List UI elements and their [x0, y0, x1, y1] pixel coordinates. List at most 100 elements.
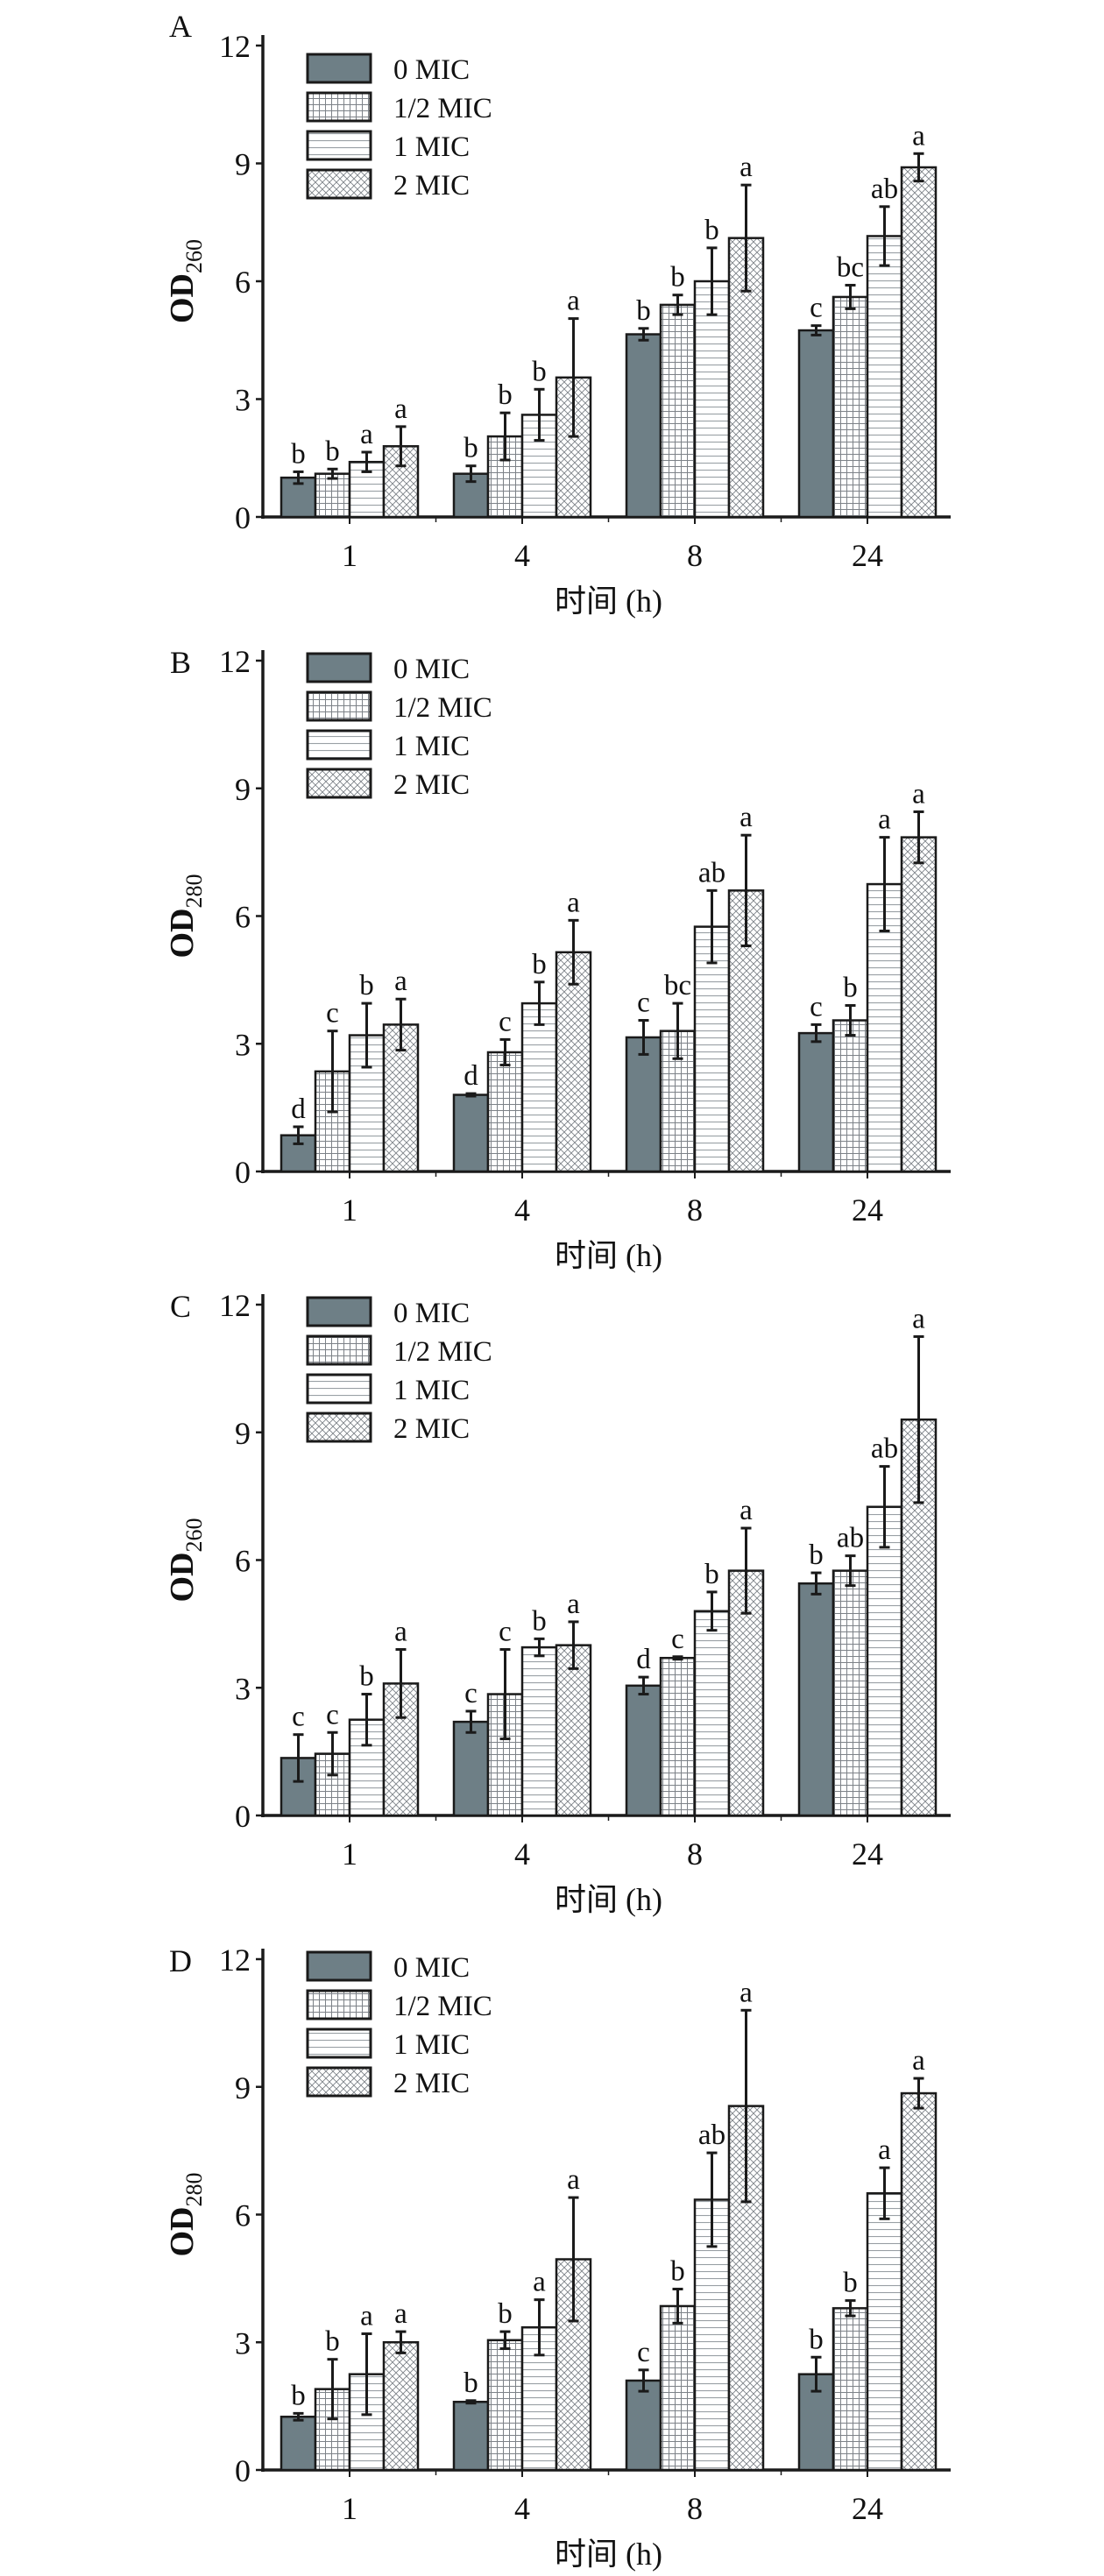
y-tick-label: 12 — [219, 29, 251, 64]
bar-2-mic — [555, 951, 592, 1173]
x-tick-label: 24 — [852, 2491, 883, 2526]
x-axis-title: 时间 (h) — [555, 1882, 662, 1917]
significance-letter: a — [567, 2164, 580, 2196]
y-axis-title-main: OD — [164, 1553, 201, 1603]
y-axis-title-subscript: 280 — [181, 874, 207, 909]
y-tick-label: 0 — [235, 1155, 251, 1190]
bar-2-mic — [555, 1644, 592, 1817]
significance-letter: d — [464, 1060, 478, 1092]
bar-2-mic — [900, 836, 938, 1173]
bar-1-mic — [866, 2191, 903, 2472]
significance-letter: c — [671, 1624, 684, 1655]
bar-0-mic — [797, 1582, 835, 1817]
legend-label: 2 MIC — [393, 769, 470, 801]
bar-1-mic — [520, 1001, 558, 1173]
y-axis-title-main: OD — [164, 273, 201, 323]
legend-swatch-half-mic — [306, 1989, 372, 2020]
y-axis-title: OD280 — [164, 874, 207, 959]
x-axis-title: 时间 (h) — [555, 2537, 662, 2572]
significance-letter: a — [567, 1589, 580, 1620]
bar-0-mic — [452, 2401, 490, 2472]
significance-letter: a — [740, 152, 753, 183]
y-tick-label: 3 — [235, 2325, 251, 2360]
significance-letter: a — [740, 1977, 753, 2008]
bar-2-mic — [382, 2341, 420, 2472]
significance-letter: b — [291, 2380, 306, 2411]
significance-letter: c — [326, 1699, 339, 1730]
bar-half-mic — [314, 472, 351, 519]
y-tick-label: 3 — [235, 1671, 251, 1706]
legend-label: 2 MIC — [393, 170, 470, 202]
legend-label: 2 MIC — [393, 1413, 470, 1445]
legend-swatch-2-mic — [306, 768, 372, 799]
y-tick-label: 0 — [235, 1799, 251, 1834]
legend-label: 1/2 MIC — [393, 1991, 492, 2022]
significance-letter: c — [464, 1678, 478, 1709]
panel-label: C — [170, 1289, 191, 1324]
bar-2-mic — [555, 376, 592, 519]
significance-letter: a — [394, 1617, 407, 1648]
significance-letter: c — [637, 987, 650, 1019]
y-tick-label: 3 — [235, 1027, 251, 1062]
significance-letter: b — [532, 356, 547, 387]
bar-half-mic — [486, 1051, 524, 1173]
y-tick-label: 9 — [235, 2070, 251, 2105]
significance-letter: c — [499, 1617, 512, 1648]
x-tick-label: 4 — [514, 538, 530, 573]
significance-letter: a — [567, 887, 580, 918]
y-axis-title: OD260 — [164, 239, 207, 323]
significance-letter: a — [533, 2267, 546, 2298]
significance-letter: ab — [837, 1523, 864, 1554]
significance-letter: a — [740, 1495, 753, 1526]
bar-half-mic — [832, 1019, 869, 1173]
bar-2-mic — [900, 166, 938, 519]
legend-label: 0 MIC — [393, 1952, 470, 1984]
x-tick-label: 24 — [852, 1192, 883, 1228]
y-tick-label: 6 — [235, 900, 251, 935]
y-tick-label: 6 — [235, 2198, 251, 2233]
significance-letter: b — [325, 435, 340, 467]
bar-0-mic — [452, 1720, 490, 1817]
bar-0-mic — [452, 1093, 490, 1173]
significance-letter: b — [843, 973, 858, 1004]
y-tick-label: 12 — [219, 1288, 251, 1323]
legend: 0 MIC 1/2 MIC 1 MIC 2 MIC — [306, 1950, 492, 2099]
bar-1-mic — [866, 235, 903, 519]
x-tick-label: 1 — [342, 1836, 357, 1872]
significance-letter: b — [464, 433, 478, 464]
significance-letter: b — [670, 262, 685, 294]
significance-letter: ab — [871, 173, 898, 205]
y-axis-title: OD260 — [164, 1518, 207, 1603]
legend-label: 1 MIC — [393, 731, 470, 762]
legend-swatch-half-mic — [306, 690, 372, 722]
legend-label: 1 MIC — [393, 131, 470, 163]
legend-swatch-2-mic — [306, 1412, 372, 1443]
x-tick-label: 1 — [342, 1192, 357, 1228]
y-tick-label: 6 — [235, 265, 251, 300]
significance-letter: ab — [698, 857, 725, 888]
significance-letter: bc — [837, 251, 864, 283]
significance-letter: a — [878, 804, 891, 836]
panel-label: B — [170, 645, 191, 680]
significance-letter: a — [360, 2301, 373, 2332]
bar-2-mic — [382, 1682, 420, 1817]
significance-letter: b — [359, 970, 374, 1001]
bar-1-mic — [693, 280, 731, 519]
significance-letter: b — [291, 438, 306, 470]
legend-label: 1/2 MIC — [393, 1336, 492, 1368]
legend-label: 0 MIC — [393, 654, 470, 685]
x-axis-title: 时间 (h) — [555, 1238, 662, 1273]
x-tick-label: 8 — [687, 538, 703, 573]
significance-letter: a — [912, 120, 925, 152]
y-tick-label: 12 — [219, 1943, 251, 1978]
x-tick-label: 8 — [687, 1836, 703, 1872]
significance-letter: c — [326, 998, 339, 1030]
bar-0-mic — [280, 2416, 317, 2472]
bar-half-mic — [486, 2339, 524, 2472]
legend-label: 1/2 MIC — [393, 93, 492, 124]
legend-swatch-0-mic — [306, 53, 372, 84]
significance-letter: b — [498, 2298, 513, 2330]
